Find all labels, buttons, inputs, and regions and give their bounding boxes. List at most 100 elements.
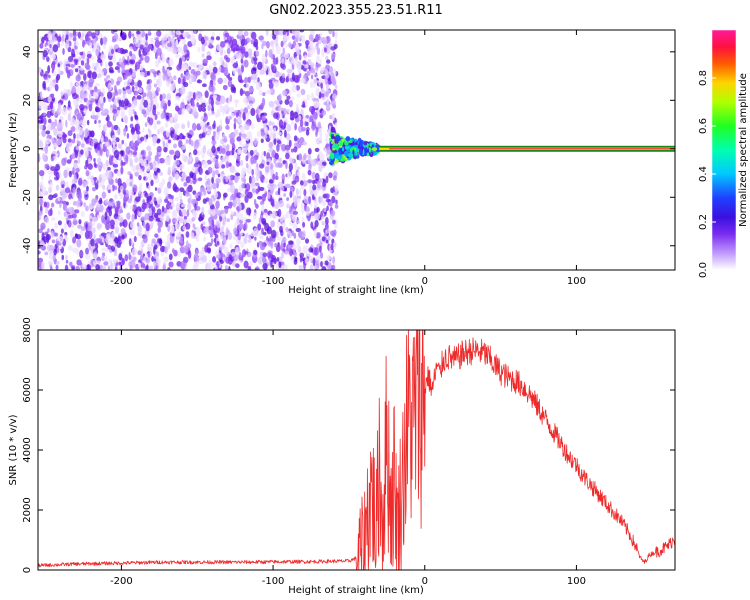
spectrogram-cell xyxy=(52,97,56,102)
spectrogram-cell xyxy=(54,232,59,237)
spectrogram-cell xyxy=(155,89,158,94)
spectrogram-cell xyxy=(41,36,45,44)
spectrogram-cell xyxy=(319,252,324,259)
spectrogram-cell xyxy=(183,81,189,88)
spectrogram-cell xyxy=(96,43,100,51)
spectrogram-cell xyxy=(107,189,111,194)
spectrogram-cell xyxy=(287,244,291,249)
spectrogram-cell xyxy=(147,184,151,191)
spectrogram-cell xyxy=(323,43,327,48)
spectrogram-cell xyxy=(243,114,246,121)
spectrogram-cell xyxy=(66,89,72,97)
spectrogram-cell xyxy=(165,241,170,247)
spectrogram-cell xyxy=(151,238,156,244)
spectrogram-cell xyxy=(220,212,226,218)
spectrogram-cell xyxy=(157,227,161,233)
spectrogram-cell xyxy=(138,48,142,58)
spectrogram-cell xyxy=(259,186,265,191)
spectrogram-cell xyxy=(307,147,312,155)
spectrogram-cell xyxy=(185,176,191,184)
spectrogram-cell xyxy=(202,221,206,226)
spectrogram-cell xyxy=(126,88,133,95)
spectrogram-cell xyxy=(206,51,211,57)
colorbar-ticks: 0.0 0.2 0.4 0.6 0.8 xyxy=(698,70,716,278)
spectrogram-cell xyxy=(329,201,333,207)
spectrogram-cell xyxy=(240,46,246,54)
spectrogram-cell xyxy=(181,135,186,140)
spectrogram-cell xyxy=(141,267,144,270)
spectrogram-cell xyxy=(246,207,252,216)
spectrogram-cell xyxy=(309,80,314,89)
spectrogram-cell xyxy=(144,212,150,221)
spectrogram-cell xyxy=(128,238,132,247)
spectrogram-cell xyxy=(296,93,301,98)
spectrogram-cell xyxy=(315,33,320,43)
spectrogram-cell xyxy=(166,78,172,84)
spectrogram-cell xyxy=(292,222,298,230)
spectrogram-cell xyxy=(145,134,149,139)
spectrogram-cell xyxy=(246,81,250,89)
spectrogram-cell xyxy=(267,146,273,154)
spectrogram-cell xyxy=(181,171,186,177)
spectrogram-cell xyxy=(194,146,197,151)
spectrogram-cell xyxy=(256,130,263,137)
spectrogram-cell xyxy=(106,207,111,213)
spectrogram-cell xyxy=(95,82,100,87)
spectrogram-cell xyxy=(72,247,78,253)
spectrogram-cell xyxy=(117,143,123,149)
spectrogram-cell xyxy=(99,95,104,103)
spectrogram-cell xyxy=(264,165,270,173)
spectrogram-cell xyxy=(91,130,95,138)
spectrogram-cell xyxy=(319,32,323,38)
spectrogram-cell xyxy=(175,235,180,245)
spectrogram-cell xyxy=(173,154,177,161)
spectrogram-cell xyxy=(315,63,321,68)
spectrogram-cell xyxy=(65,119,68,128)
spectrogram-cell xyxy=(243,222,248,231)
spectrogram-cell xyxy=(148,117,154,126)
spectrogram-cell xyxy=(160,245,166,253)
spectrogram-cell xyxy=(205,101,209,107)
spectrogram-cell xyxy=(209,261,215,269)
spectrogram-cell xyxy=(243,107,249,115)
spectrogram-cell xyxy=(83,265,87,270)
spectrogram-cell xyxy=(325,239,329,244)
spectrogram-cell xyxy=(209,151,213,158)
spectrogram-cell xyxy=(197,166,201,173)
spectrogram-cell xyxy=(163,198,168,203)
spectrogram-cell xyxy=(324,91,329,98)
spectrogram-cell xyxy=(269,213,273,218)
spectrogram-cell xyxy=(154,31,157,39)
spectrogram-cell xyxy=(154,39,160,48)
spectrogram-cell xyxy=(132,184,138,193)
spectrogram-cell xyxy=(260,128,265,133)
spectrogram-cell xyxy=(118,99,122,108)
spectrogram-cell xyxy=(215,131,221,138)
spectrogram-cell xyxy=(41,245,46,251)
spectrogram-cell xyxy=(270,259,273,268)
spectrogram-cell xyxy=(84,62,90,70)
spectrogram-cell xyxy=(180,73,184,79)
spectrogram-cell xyxy=(334,184,339,193)
spectrogram-cell xyxy=(107,166,111,171)
spectrogram-cell xyxy=(182,32,187,39)
spectrogram-cell xyxy=(257,256,263,265)
spectrogram-cell xyxy=(174,150,180,157)
spectrogram-cell xyxy=(328,30,333,35)
spectrogram-transition-cell xyxy=(340,157,346,162)
spectrogram-cell xyxy=(221,253,225,258)
spectrogram-cell xyxy=(172,49,178,55)
spectrogram-cell xyxy=(193,261,200,267)
spectrogram-cell xyxy=(88,221,93,230)
spectrogram-cell xyxy=(212,256,217,263)
spectrogram-cell xyxy=(63,222,68,231)
spectrogram-cell xyxy=(153,122,157,130)
spectrogram-transition-cell xyxy=(368,147,371,153)
spectrogram-cell xyxy=(140,241,145,247)
spectrogram-cell xyxy=(56,235,60,241)
spectrogram-cell xyxy=(225,150,231,157)
spectrogram-cell xyxy=(325,103,331,109)
spectrogram-cell xyxy=(278,158,282,164)
spectrogram-cell xyxy=(181,123,186,130)
